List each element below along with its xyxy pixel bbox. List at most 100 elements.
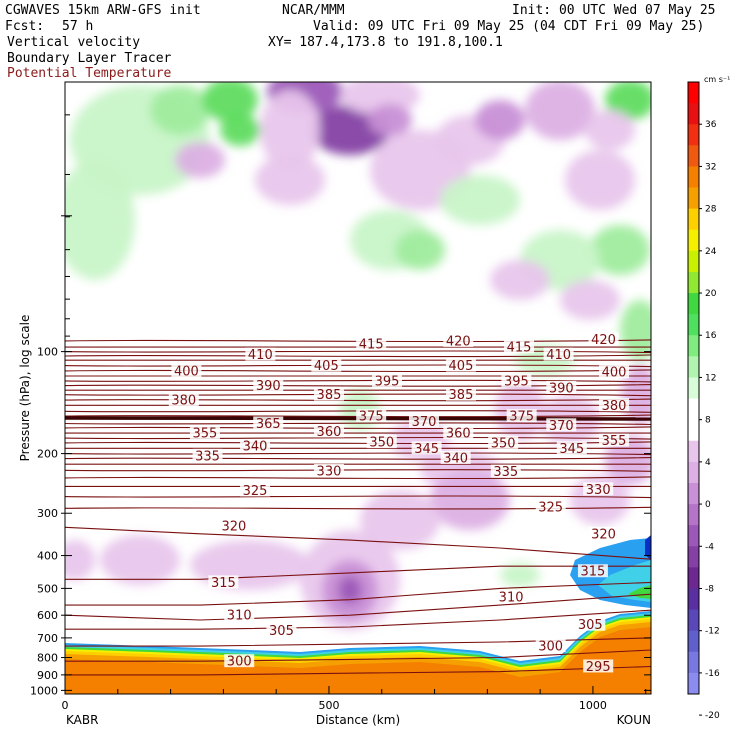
svg-text:375: 375 bbox=[359, 410, 384, 425]
theta-label: 320 bbox=[218, 518, 249, 534]
field-potential-temperature: Potential Temperature bbox=[7, 66, 172, 81]
svg-text:305: 305 bbox=[269, 624, 294, 639]
svg-text:395: 395 bbox=[504, 374, 529, 389]
y-tick-label: 700 bbox=[37, 632, 58, 645]
colorbar-swatch bbox=[688, 82, 699, 104]
colorbar-unit: cm s⁻¹ bbox=[704, 75, 730, 84]
fcst-label: Fcst: bbox=[5, 19, 45, 34]
svg-text:335: 335 bbox=[493, 465, 518, 480]
svg-text:350: 350 bbox=[369, 436, 394, 451]
colorbar-swatch bbox=[688, 208, 699, 231]
theta-label: 420 bbox=[588, 332, 619, 348]
theta-label: 315 bbox=[577, 564, 608, 580]
colorbar-swatch bbox=[688, 461, 699, 484]
colorbar-swatch bbox=[688, 588, 699, 611]
colorbar-swatch bbox=[688, 672, 699, 695]
theta-label: 400 bbox=[171, 363, 202, 379]
colorbar-swatch bbox=[688, 271, 699, 294]
svg-text:325: 325 bbox=[538, 501, 563, 516]
svg-text:375: 375 bbox=[509, 410, 534, 425]
colorbar-swatch bbox=[688, 567, 699, 589]
svg-text:395: 395 bbox=[375, 374, 400, 389]
svg-text:370: 370 bbox=[412, 415, 437, 430]
theta-label: 375 bbox=[356, 409, 387, 425]
theta-label: 330 bbox=[583, 482, 614, 498]
y-axis: 100 200 300 400 500 600 700 800 900 1000 bbox=[30, 114, 651, 697]
y-tick-label: 1000 bbox=[30, 684, 58, 697]
colorbar-label: -16 bbox=[705, 669, 720, 679]
colorbar-swatch bbox=[688, 356, 699, 378]
colorbar-label: -20 bbox=[705, 711, 720, 721]
svg-text:415: 415 bbox=[359, 338, 384, 353]
svg-text:380: 380 bbox=[171, 394, 196, 409]
svg-text:315: 315 bbox=[211, 576, 236, 591]
x-axis-label: Distance (km) bbox=[316, 713, 400, 727]
y-tick-label: 800 bbox=[37, 652, 58, 665]
theta-label: 360 bbox=[313, 424, 344, 440]
colorbar-label: 16 bbox=[705, 331, 717, 341]
svg-text:400: 400 bbox=[602, 366, 627, 381]
svg-text:300: 300 bbox=[227, 655, 252, 670]
svg-text:390: 390 bbox=[549, 381, 574, 396]
y-tick-label: 600 bbox=[37, 609, 58, 622]
colorbar: 36 32 28 24 20 16 12 8 4 0 -4 -8 -12 -16 -20 bbox=[687, 81, 720, 721]
theta-label: 395 bbox=[501, 373, 532, 389]
theta-label: 370 bbox=[546, 418, 577, 434]
endpoint-left: KABR bbox=[66, 713, 98, 727]
svg-text:325: 325 bbox=[243, 484, 268, 499]
svg-text:420: 420 bbox=[591, 333, 616, 348]
field-boundary-layer-tracer: Boundary Layer Tracer bbox=[7, 51, 172, 66]
theta-label: 310 bbox=[496, 589, 527, 605]
theta-contour-labels: 420 420 415 415 410 410 405 405 400 400 395 395 390 3… bbox=[168, 332, 630, 675]
theta-label: 345 bbox=[411, 441, 442, 457]
colorbar-swatch bbox=[688, 293, 699, 315]
colorbar-label: -8 bbox=[705, 584, 714, 594]
colorbar-swatch bbox=[688, 609, 699, 632]
theta-label: 310 bbox=[224, 608, 255, 624]
colorbar-swatch bbox=[688, 166, 699, 189]
svg-text:390: 390 bbox=[256, 379, 281, 394]
svg-text:400: 400 bbox=[174, 364, 199, 379]
colorbar-label: -4 bbox=[705, 542, 714, 552]
theta-label: 380 bbox=[599, 398, 630, 414]
svg-text:295: 295 bbox=[586, 660, 611, 675]
svg-text:320: 320 bbox=[222, 519, 247, 534]
x-tick-label: 0 bbox=[62, 699, 69, 712]
svg-text:350: 350 bbox=[491, 436, 516, 451]
svg-text:355: 355 bbox=[192, 427, 217, 442]
colorbar-swatch bbox=[688, 145, 699, 167]
x-tick-label: 1000 bbox=[579, 699, 607, 712]
field-vertical-velocity: Vertical velocity bbox=[7, 35, 141, 50]
colorbar-swatch bbox=[688, 187, 699, 210]
colorbar-swatch bbox=[688, 250, 699, 273]
plot-frame bbox=[64, 81, 652, 695]
svg-text:320: 320 bbox=[591, 527, 616, 542]
theta-label: 390 bbox=[253, 378, 284, 394]
colorbar-swatch bbox=[688, 440, 699, 463]
theta-label: 320 bbox=[588, 526, 619, 542]
svg-text:370: 370 bbox=[549, 419, 574, 434]
y-tick-label: 500 bbox=[37, 582, 58, 595]
colorbar-swatch bbox=[688, 314, 699, 336]
colorbar-swatch bbox=[688, 335, 699, 357]
theta-label: 415 bbox=[504, 340, 535, 356]
svg-text:405: 405 bbox=[449, 359, 474, 374]
svg-text:300: 300 bbox=[538, 640, 563, 655]
theta-label: 410 bbox=[245, 347, 276, 363]
svg-text:345: 345 bbox=[559, 442, 584, 457]
colorbar-swatch bbox=[688, 398, 699, 421]
theta-label: 355 bbox=[599, 433, 630, 449]
theta-label: 395 bbox=[372, 373, 403, 389]
theta-label: 295 bbox=[583, 659, 614, 675]
svg-text:415: 415 bbox=[507, 341, 532, 356]
svg-text:305: 305 bbox=[578, 618, 603, 633]
svg-text:405: 405 bbox=[314, 359, 339, 374]
theta-label: 300 bbox=[535, 639, 566, 655]
model-title: CGWAVES 15km ARW-GFS init bbox=[5, 3, 201, 18]
theta-label: 410 bbox=[543, 347, 574, 363]
colorbar-swatch bbox=[688, 651, 699, 674]
colorbar-label: 28 bbox=[705, 205, 717, 215]
colorbar-label: 4 bbox=[705, 458, 711, 468]
svg-text:310: 310 bbox=[227, 609, 252, 624]
